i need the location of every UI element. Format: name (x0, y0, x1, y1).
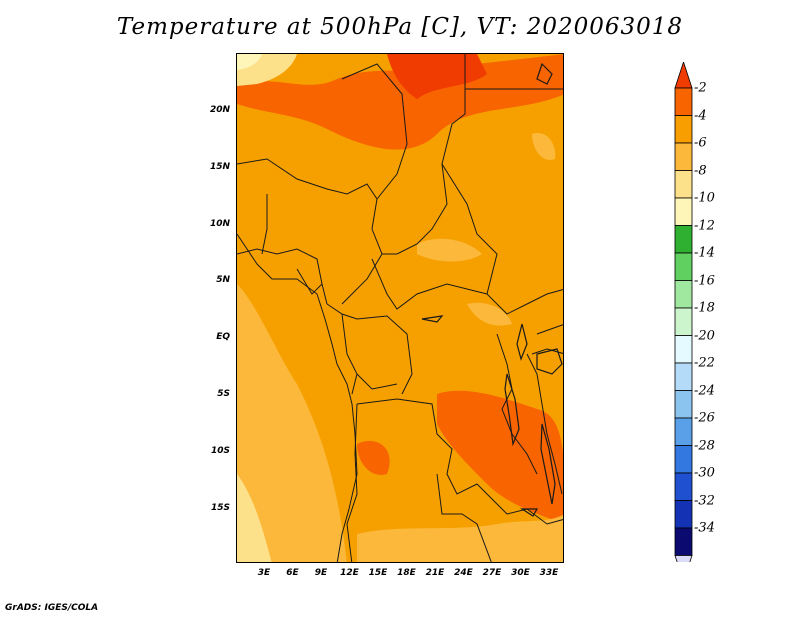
country-boundaries (237, 54, 563, 562)
lat-tick-label: 5N (216, 275, 230, 286)
colorbar-box (674, 87, 693, 116)
cool-band-southwest (237, 284, 347, 562)
lon-tick-label: 27E (482, 568, 502, 578)
lat-tick-label: EQ (216, 332, 230, 343)
lon-tick-label: 6E (286, 568, 299, 578)
colorbar-tick-label: -8 (694, 163, 707, 178)
colorbar-tick-label: -12 (694, 218, 715, 233)
lat-tick-label: 10N (209, 218, 230, 229)
colorbar-tick-label: -24 (694, 383, 715, 398)
lakes (421, 62, 563, 517)
colorbar-tick-label: -34 (694, 520, 715, 536)
lon-tick-label: 18E (397, 568, 416, 578)
temperature-field (237, 54, 563, 562)
warm-region-southeast (437, 390, 563, 524)
lat-tick-label: 10S (210, 445, 230, 456)
colorbar-box (674, 197, 693, 226)
colorbar (674, 62, 693, 562)
cooler-band-southwest (237, 474, 272, 562)
colorbar-tick-label: -2 (694, 80, 707, 96)
colorbar-box (674, 445, 693, 474)
colorbar-box (674, 500, 693, 529)
colorbar-tick-label: -22 (694, 355, 715, 371)
cool-patch-center (417, 238, 482, 262)
colorbar-box (674, 142, 693, 171)
colorbar-tick-label: -14 (694, 245, 715, 261)
colorbar-tick-label: -10 (694, 190, 715, 206)
warm-region-north (237, 54, 563, 150)
coolest-patch-northwest (237, 54, 262, 70)
colorbar-tick-label: -32 (694, 493, 715, 508)
map-panel (236, 53, 564, 563)
lat-tick-label: 5S (217, 389, 230, 399)
lon-tick-label: 3E (257, 568, 271, 578)
lat-tick-label: 15S (210, 502, 230, 513)
colorbar-box (674, 225, 693, 254)
colorbar-tick-label: -16 (694, 273, 715, 288)
colorbar-tick-label: -20 (694, 328, 715, 343)
lat-tick-label: 15N (209, 161, 230, 172)
colorbar-box (674, 417, 693, 446)
lon-tick-label: 33E (539, 568, 559, 578)
lon-tick-label: 9E (314, 568, 328, 578)
colorbar-bottom-triangle (674, 555, 693, 562)
colorbar-top-triangle (674, 62, 693, 89)
lon-tick-label: 12E (340, 568, 359, 578)
lon-tick-label: 21E (425, 568, 445, 578)
colorbar-box (674, 170, 693, 199)
lon-tick-label: 24E (454, 568, 473, 578)
colorbar-tick-label: -6 (694, 135, 707, 151)
colorbar-box (674, 390, 693, 419)
colorbar-tick-label: -18 (694, 300, 715, 316)
colorbar-box (674, 335, 693, 364)
colorbar-box (674, 307, 693, 336)
cool-patch-northeast (532, 133, 556, 160)
warmest-region-north (387, 54, 487, 99)
cool-patch-east (467, 302, 512, 326)
chart-title: Temperature at 500hPa [C], VT: 202006301… (116, 14, 684, 40)
colorbar-box (674, 362, 693, 391)
warm-patch-south (357, 440, 390, 475)
lon-tick-label: 30E (511, 568, 530, 578)
coastline (237, 233, 358, 562)
colorbar-box (674, 527, 693, 556)
colorbar-box (674, 472, 693, 501)
lat-tick-label: 20N (209, 105, 230, 115)
lon-tick-label: 15E (368, 568, 388, 578)
colorbar-box (674, 115, 693, 144)
colorbar-tick-label: -28 (694, 438, 715, 453)
colorbar-box (674, 280, 693, 309)
colorbar-tick-label: -30 (694, 465, 715, 481)
colorbar-tick-label: -26 (694, 410, 715, 426)
colorbar-box (674, 252, 693, 281)
credit-text: GrADS: IGES/COLA (5, 603, 99, 613)
colorbar-tick-label: -4 (694, 108, 707, 123)
cool-band-south (357, 514, 563, 562)
